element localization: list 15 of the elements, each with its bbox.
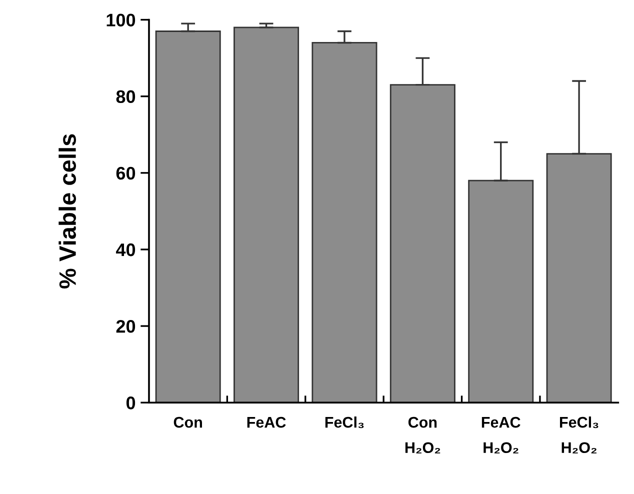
x-tick-label: FeCl₃ H₂O₂: [560, 416, 598, 454]
bar: [468, 180, 534, 403]
y-axis-title: % Viable cells: [58, 134, 76, 288]
y-tick-label: 20: [116, 320, 136, 333]
x-tick-label: Con: [174, 416, 202, 428]
bar: [234, 26, 300, 403]
x-tick-label: Con H₂O₂: [405, 416, 440, 454]
y-tick-label: 0: [126, 396, 136, 410]
x-tick-label: FeAC H₂O₂: [482, 416, 520, 454]
y-tick-label: 40: [116, 243, 136, 256]
y-tick-label: 80: [116, 90, 136, 104]
x-tick-label: FeAC: [247, 416, 286, 428]
x-tick-label: FeCl₃: [325, 416, 364, 428]
y-tick-label: 100: [106, 14, 136, 26]
y-tick-label: 60: [116, 166, 136, 180]
